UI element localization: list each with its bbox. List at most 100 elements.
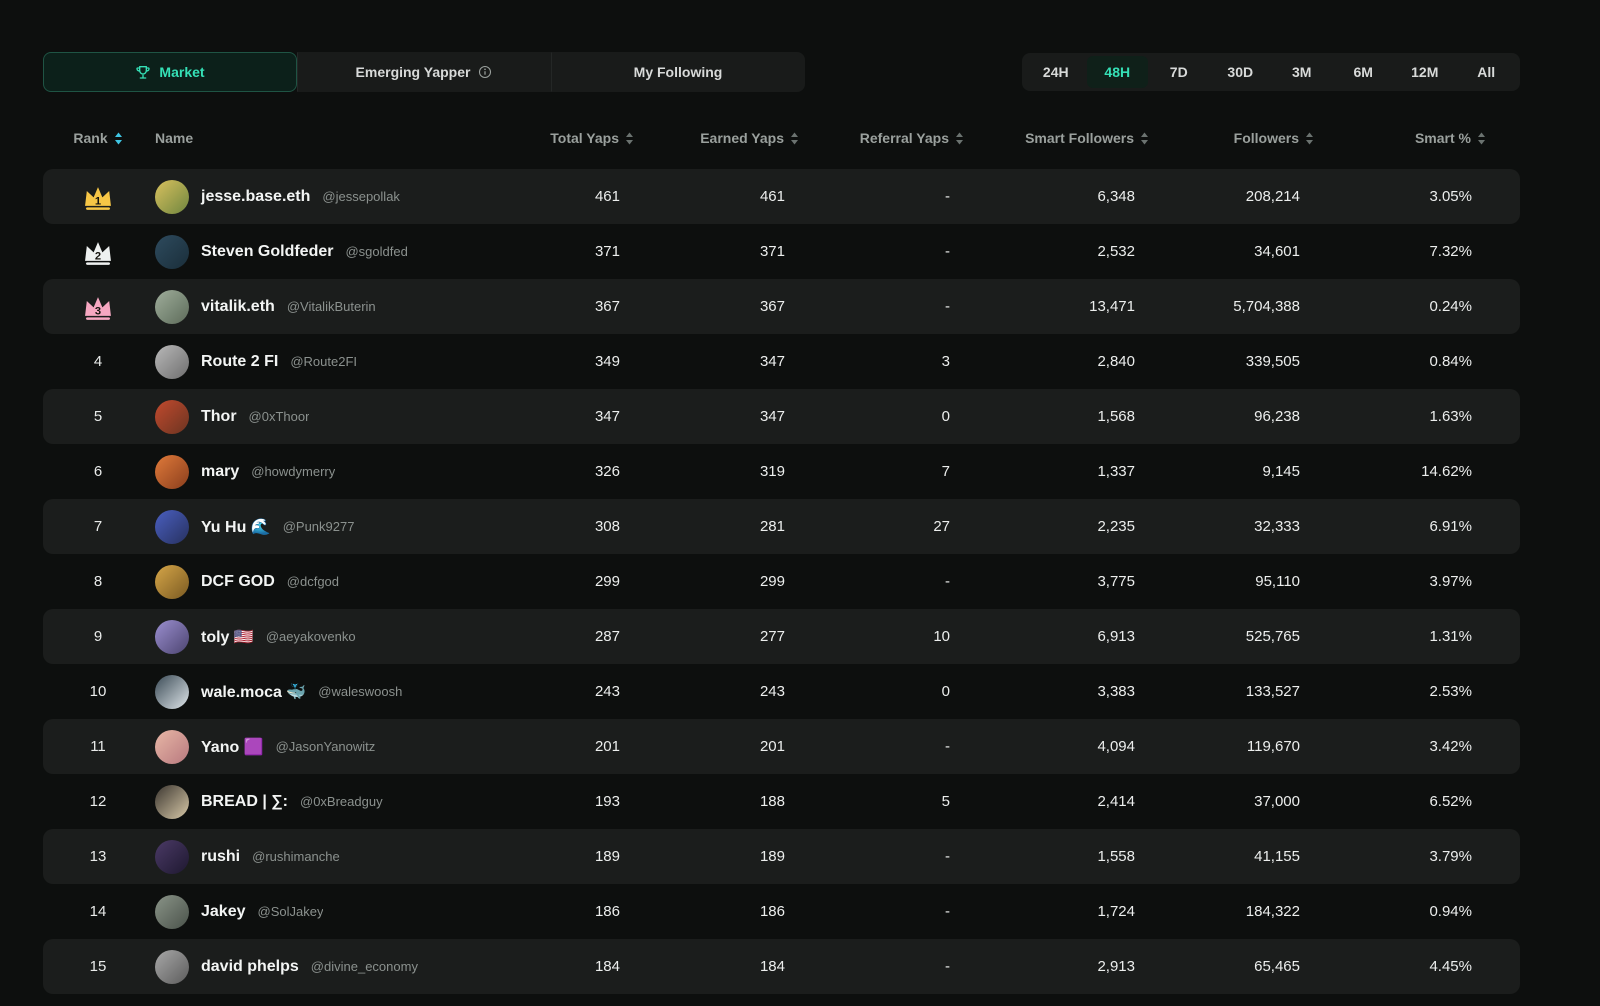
smart-followers-value: 1,558: [1097, 848, 1135, 865]
referral-yaps-value: -: [945, 243, 950, 260]
column-header-label: Rank: [73, 130, 108, 146]
crown-rank-icon: 1: [85, 186, 111, 210]
user-name: Yu Hu 🌊: [201, 518, 271, 536]
earned-yaps-value: 201: [759, 738, 785, 755]
user-name: Thor: [201, 407, 237, 425]
avatar: [155, 454, 189, 489]
smart-followers-value: 1,724: [1097, 903, 1135, 920]
sort-icon: [114, 132, 122, 144]
earned-yaps-value: 188: [759, 793, 785, 810]
avatar: [155, 839, 189, 874]
tab-my-following[interactable]: My Following: [551, 52, 805, 92]
earned-yaps-value: 189: [759, 848, 785, 865]
table-row[interactable]: 8 DCF GOD @dcfgod 299 299 - 3,775 95,110…: [43, 554, 1520, 609]
total-yaps-value: 186: [594, 903, 620, 920]
total-yaps-value: 243: [594, 683, 620, 700]
avatar: [155, 729, 189, 764]
earned-yaps-value: 186: [759, 903, 785, 920]
name-cell: Yano 🟪 @JasonYanowitz: [153, 729, 518, 764]
column-header-total-yaps[interactable]: Total Yaps: [518, 130, 668, 146]
table-row[interactable]: 3 vitalik.eth @VitalikButerin 367 367 - …: [43, 279, 1520, 334]
followers-value: 34,601: [1254, 243, 1300, 260]
time-filter-24h[interactable]: 24H: [1025, 56, 1087, 88]
smart-pct-value: 3.79%: [1429, 848, 1472, 865]
tab-market[interactable]: Market: [43, 52, 297, 92]
user-handle: @aeyakovenko: [265, 629, 356, 644]
referral-yaps-value: 10: [933, 628, 950, 645]
avatar: [155, 564, 189, 599]
avatar: [155, 399, 189, 434]
name-cell: Jakey @SolJakey: [153, 894, 518, 929]
total-yaps-value: 326: [594, 463, 620, 480]
total-yaps-value: 201: [594, 738, 620, 755]
tab-market-label: Market: [159, 64, 205, 80]
leaderboard-table: Rank Name Total Yaps Earned Yaps Referral Ya…: [43, 115, 1520, 994]
earned-yaps-value: 347: [759, 408, 785, 425]
followers-value: 525,765: [1245, 628, 1300, 645]
user-handle: @rushimanche: [252, 849, 340, 864]
referral-yaps-value: -: [945, 573, 950, 590]
time-filter-6m[interactable]: 6M: [1333, 56, 1395, 88]
name-cell: mary @howdymerry: [153, 454, 518, 489]
earned-yaps-value: 371: [759, 243, 785, 260]
earned-yaps-value: 243: [759, 683, 785, 700]
table-row[interactable]: 15 david phelps @divine_economy 184 184 …: [43, 939, 1520, 994]
smart-pct-value: 7.32%: [1429, 243, 1472, 260]
user-handle: @JasonYanowitz: [275, 739, 376, 754]
column-header-followers[interactable]: Followers: [1183, 130, 1348, 146]
followers-value: 96,238: [1254, 408, 1300, 425]
table-row[interactable]: 13 rushi @rushimanche 189 189 - 1,558 41…: [43, 829, 1520, 884]
avatar: [155, 674, 189, 709]
tab-emerging-yapper-label: Emerging Yapper: [355, 64, 471, 80]
smart-pct-value: 6.52%: [1429, 793, 1472, 810]
referral-yaps-value: 7: [941, 463, 950, 480]
name-cell: Thor @0xThoor: [153, 399, 518, 434]
time-filter-7d[interactable]: 7D: [1148, 56, 1210, 88]
time-filter-3m[interactable]: 3M: [1271, 56, 1333, 88]
smart-pct-value: 14.62%: [1421, 463, 1472, 480]
column-header-rank[interactable]: Rank: [43, 130, 153, 146]
referral-yaps-value: 5: [941, 793, 950, 810]
table-row[interactable]: 9 toly 🇺🇸 @aeyakovenko 287 277 10 6,913 …: [43, 609, 1520, 664]
total-yaps-value: 347: [594, 408, 620, 425]
user-handle: @Route2FI: [290, 354, 358, 369]
table-row[interactable]: 1 jesse.base.eth @jessepollak 461 461 - …: [43, 169, 1520, 224]
table-row[interactable]: 14 Jakey @SolJakey 186 186 - 1,724 184,3…: [43, 884, 1520, 939]
user-name: Jakey: [201, 902, 246, 920]
rank-cell: 14: [89, 903, 107, 920]
earned-yaps-value: 367: [759, 298, 785, 315]
table-row[interactable]: 12 BREAD | ∑: @0xBreadguy 193 188 5 2,41…: [43, 774, 1520, 829]
column-header-smart-%[interactable]: Smart %: [1348, 130, 1520, 146]
column-header-referral-yaps[interactable]: Referral Yaps: [833, 130, 998, 146]
table-row[interactable]: 6 mary @howdymerry 326 319 7 1,337 9,145…: [43, 444, 1520, 499]
column-header-smart-followers[interactable]: Smart Followers: [998, 130, 1183, 146]
user-name: Yano 🟪: [201, 738, 264, 756]
time-filter-12m[interactable]: 12M: [1394, 56, 1456, 88]
time-filter-48h[interactable]: 48H: [1086, 56, 1148, 88]
sort-icon: [1478, 132, 1485, 144]
time-filter-group: 24H 48H 7D 30D 3M 6M 12M All: [1022, 53, 1520, 91]
column-header-earned-yaps[interactable]: Earned Yaps: [668, 130, 833, 146]
table-row[interactable]: 4 Route 2 FI @Route2FI 349 347 3 2,840 3…: [43, 334, 1520, 389]
followers-value: 41,155: [1254, 848, 1300, 865]
tab-emerging-yapper[interactable]: Emerging Yapper: [297, 52, 551, 92]
table-row[interactable]: 5 Thor @0xThoor 347 347 0 1,568 96,238 1…: [43, 389, 1520, 444]
time-filter-30d[interactable]: 30D: [1210, 56, 1272, 88]
followers-value: 339,505: [1245, 353, 1300, 370]
avatar: [155, 179, 189, 214]
earned-yaps-value: 277: [759, 628, 785, 645]
table-row[interactable]: 7 Yu Hu 🌊 @Punk9277 308 281 27 2,235 32,…: [43, 499, 1520, 554]
table-row[interactable]: 10 wale.moca 🐳 @waleswoosh 243 243 0 3,3…: [43, 664, 1520, 719]
user-handle: @jessepollak: [322, 189, 400, 204]
user-name: DCF GOD: [201, 572, 275, 590]
followers-value: 95,110: [1255, 573, 1300, 590]
tab-my-following-label: My Following: [633, 64, 723, 80]
followers-value: 5,704,388: [1233, 298, 1300, 315]
table-row[interactable]: 11 Yano 🟪 @JasonYanowitz 201 201 - 4,094…: [43, 719, 1520, 774]
time-filter-all[interactable]: All: [1456, 56, 1518, 88]
name-cell: jesse.base.eth @jessepollak: [153, 179, 518, 214]
table-row[interactable]: 2 Steven Goldfeder @sgoldfed 371 371 - 2…: [43, 224, 1520, 279]
sort-icon: [626, 132, 633, 144]
smart-followers-value: 2,913: [1097, 958, 1135, 975]
earned-yaps-value: 299: [759, 573, 785, 590]
